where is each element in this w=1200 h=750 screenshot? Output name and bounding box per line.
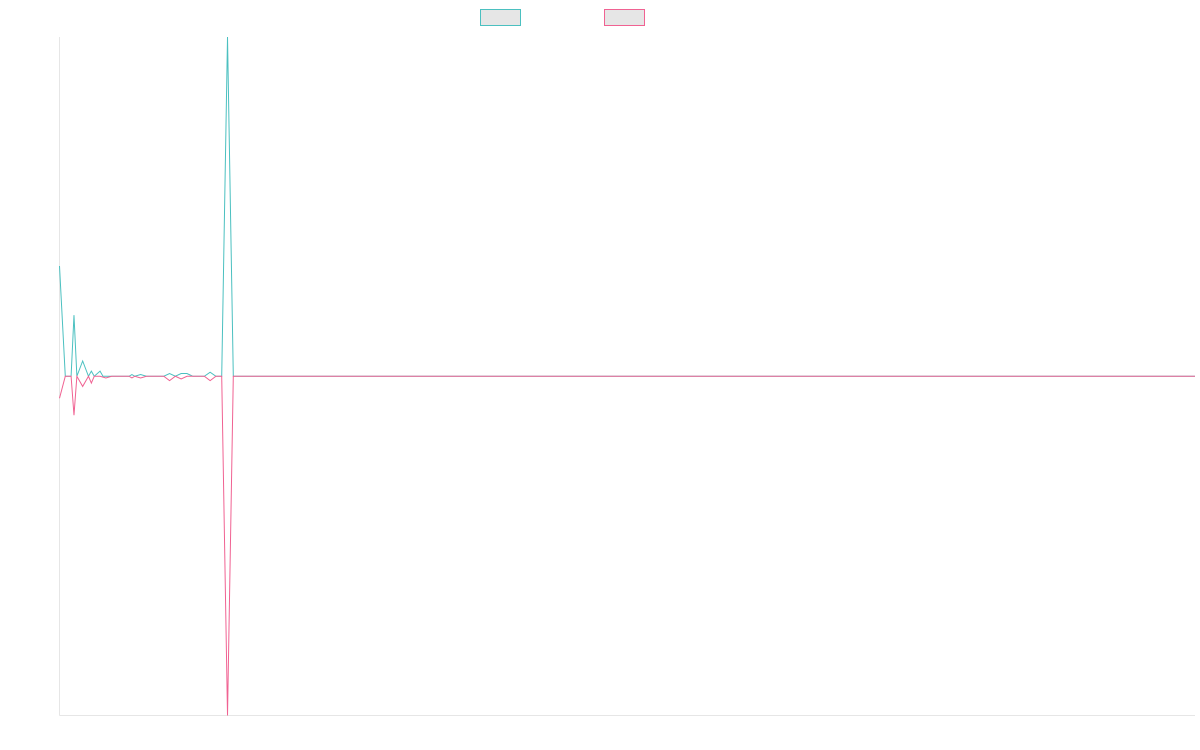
series-line-2 — [59, 374, 1195, 716]
legend-swatch-1[interactable] — [480, 9, 521, 26]
series-line-1 — [59, 36, 1195, 378]
legend-swatch-2[interactable] — [604, 9, 645, 26]
